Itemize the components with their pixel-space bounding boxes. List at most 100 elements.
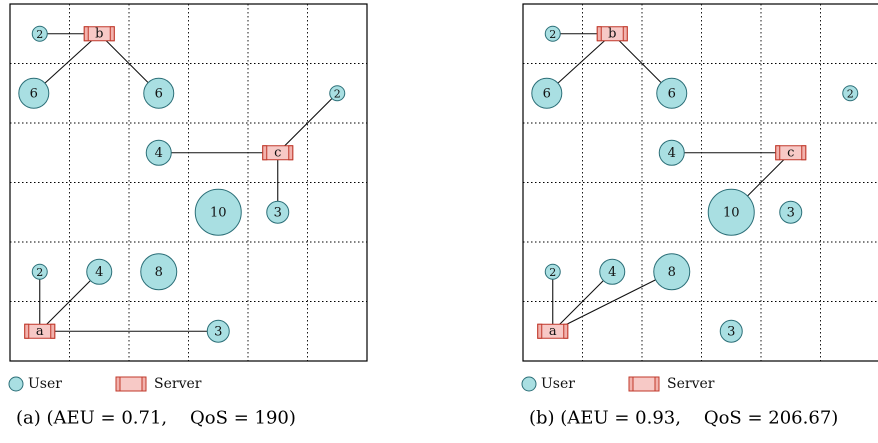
user-node: 3	[266, 200, 290, 224]
server-label: c	[274, 145, 281, 160]
user-weight-label: 2	[334, 87, 341, 100]
user-weight-label: 4	[668, 146, 676, 161]
server-box-end	[24, 323, 30, 339]
server-label: b	[95, 26, 103, 41]
user-node: 2	[329, 85, 346, 102]
legend: User Server	[8, 376, 202, 392]
legend-server-label: Server	[667, 376, 715, 392]
server-box-end	[83, 26, 89, 42]
user-weight-label: 4	[95, 265, 103, 280]
server-box-end	[775, 145, 781, 161]
legend-user-label: User	[28, 376, 62, 392]
user-node: 6	[143, 77, 175, 109]
grid-frame	[522, 3, 878, 362]
panel-caption: (a) (AEU = 0.71, QoS = 190)	[16, 408, 296, 429]
legend-server-icon-end	[115, 376, 121, 392]
server-box-end	[262, 145, 268, 161]
legend-server-icon-end	[628, 376, 634, 392]
server-node-c: c	[262, 145, 294, 161]
user-node: 10	[707, 188, 755, 236]
user-node: 8	[140, 253, 178, 291]
user-node: 3	[779, 200, 803, 224]
user-node: 10	[194, 188, 242, 236]
server-label: a	[549, 324, 557, 339]
user-circle	[544, 25, 561, 42]
server-label: c	[787, 145, 794, 160]
user-weight-label: 2	[36, 28, 43, 41]
user-node: 2	[544, 263, 561, 280]
user-weight-label: 8	[155, 265, 163, 280]
user-circle	[658, 139, 685, 166]
server-label: a	[36, 324, 44, 339]
panel-a: 2 6 6 2 4 10 3 2 4 8 3 b c a User Server (a) (AEU = 0.71…	[8, 3, 368, 429]
user-weight-label: 6	[543, 86, 551, 101]
user-weight-label: 2	[549, 28, 556, 41]
user-circle	[194, 188, 242, 236]
legend-user-icon	[521, 376, 537, 392]
server-box-end	[563, 323, 569, 339]
user-node: 2	[842, 85, 859, 102]
grid-frame	[9, 3, 368, 362]
user-node: 8	[653, 253, 691, 291]
user-weight-label: 10	[210, 205, 227, 220]
user-weight-label: 2	[549, 266, 556, 279]
user-weight-label: 2	[36, 266, 43, 279]
user-circle	[86, 258, 113, 285]
allocation-link	[552, 271, 613, 332]
user-weight-label: 2	[847, 87, 854, 100]
user-weight-label: 4	[608, 265, 616, 280]
user-circle	[599, 258, 626, 285]
user-weight-label: 6	[668, 86, 676, 101]
allocation-link	[39, 271, 100, 332]
user-circle	[18, 77, 50, 109]
panel-caption: (b) (AEU = 0.93, QoS = 206.67)	[529, 408, 838, 429]
server-box-end	[537, 323, 543, 339]
user-weight-label: 8	[668, 265, 676, 280]
user-circle	[145, 139, 172, 166]
user-circle	[31, 263, 48, 280]
user-weight-label: 3	[274, 205, 282, 220]
user-weight-label: 3	[787, 205, 795, 220]
server-node-c: c	[775, 145, 807, 161]
user-node: 4	[658, 139, 685, 166]
legend-server-icon-end	[141, 376, 147, 392]
user-weight-label: 3	[214, 324, 222, 339]
server-box-end	[109, 26, 115, 42]
user-circle	[707, 188, 755, 236]
user-circle	[779, 200, 803, 224]
user-circle	[842, 85, 859, 102]
user-node: 6	[18, 77, 50, 109]
user-node: 2	[31, 25, 48, 42]
user-circle	[140, 253, 178, 291]
server-box-end	[288, 145, 294, 161]
user-node: 3	[719, 319, 743, 343]
user-node: 4	[145, 139, 172, 166]
user-node: 6	[531, 77, 563, 109]
server-box-end	[801, 145, 807, 161]
server-node-a: a	[537, 323, 569, 339]
user-node: 3	[206, 319, 230, 343]
user-node: 2	[31, 263, 48, 280]
legend-server-label: Server	[154, 376, 202, 392]
user-circle	[656, 77, 688, 109]
server-label: b	[608, 26, 616, 41]
user-circle	[653, 253, 691, 291]
user-node: 4	[599, 258, 626, 285]
legend: User Server	[521, 376, 715, 392]
user-circle	[143, 77, 175, 109]
user-circle	[531, 77, 563, 109]
server-node-b: b	[83, 26, 115, 42]
user-node: 6	[656, 77, 688, 109]
server-node-a: a	[24, 323, 56, 339]
legend-user-label: User	[541, 376, 575, 392]
panel-b: 2 6 6 2 4 10 3 2 4 8 3 b c a User Server (b) (AEU = 0.93…	[521, 3, 878, 429]
legend-server-icon-end	[654, 376, 660, 392]
user-weight-label: 6	[155, 86, 163, 101]
user-circle	[206, 319, 230, 343]
user-circle	[329, 85, 346, 102]
server-box-end	[622, 26, 628, 42]
user-weight-label: 10	[723, 205, 740, 220]
legend-user-icon	[8, 376, 24, 392]
allocation-link	[277, 92, 338, 154]
